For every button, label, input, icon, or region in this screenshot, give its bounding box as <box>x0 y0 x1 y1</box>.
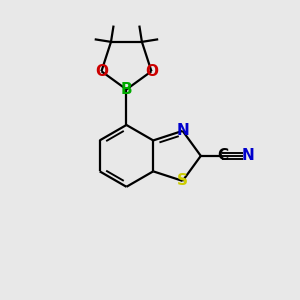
Text: N: N <box>176 123 189 138</box>
Text: O: O <box>95 64 108 79</box>
Text: C: C <box>217 148 228 164</box>
Text: S: S <box>177 173 188 188</box>
Text: O: O <box>145 64 158 79</box>
Text: N: N <box>242 148 254 164</box>
Text: B: B <box>121 82 132 97</box>
